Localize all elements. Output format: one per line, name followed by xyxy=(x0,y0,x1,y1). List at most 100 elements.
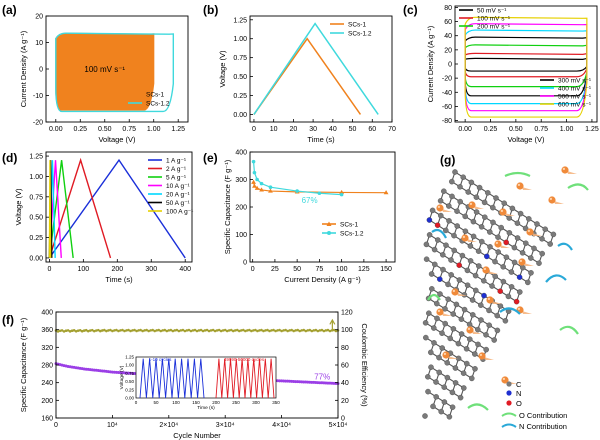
data-point-efficiency xyxy=(296,328,300,332)
annotation-retention-f: 77% xyxy=(314,373,330,382)
lattice-atom xyxy=(428,364,434,370)
lattice-atom xyxy=(513,298,520,305)
y-tick-label-f-right: 20 xyxy=(341,398,349,405)
inset-label-first: 1-10 cycles xyxy=(149,357,173,362)
x-tick-label-d: 400 xyxy=(179,266,191,273)
y-tick-label-c: -40 xyxy=(442,90,452,97)
data-point-efficiency xyxy=(121,328,124,332)
lattice-atom xyxy=(539,236,545,242)
x-tick-label-a: 1.25 xyxy=(171,126,185,133)
data-point-efficiency xyxy=(175,328,179,332)
inset-x-tick-label: 0 xyxy=(135,400,138,405)
x-tick-label-b: 40 xyxy=(329,126,337,133)
ion-sphere xyxy=(482,266,490,274)
lattice-atom xyxy=(426,310,432,316)
y-tick-label-b: 1.00 xyxy=(233,36,247,43)
data-point-efficiency xyxy=(252,329,255,332)
data-point-efficiency xyxy=(133,328,136,332)
lattice-atom xyxy=(446,203,452,209)
ion-sphere xyxy=(548,196,556,204)
lattice-atom xyxy=(478,224,485,230)
lattice-atom xyxy=(438,212,444,219)
ion-tail xyxy=(532,233,542,236)
x-tick-label-a: 0.75 xyxy=(122,126,136,133)
lattice-atom xyxy=(501,200,507,206)
lattice-atom xyxy=(497,303,504,309)
legend-label-d-5: 20 A g⁻¹ xyxy=(166,192,191,199)
lattice-atom xyxy=(494,312,500,319)
data-point-efficiency xyxy=(256,329,259,333)
inset-series-2 xyxy=(215,358,275,399)
data-point-efficiency xyxy=(203,329,207,332)
legend-label-n-contribution: N Contribution xyxy=(519,422,567,431)
y-tick-label-c: -20 xyxy=(442,76,452,83)
data-point-efficiency xyxy=(213,329,217,333)
lattice-atom xyxy=(469,375,475,382)
data-point-scs-1.2 xyxy=(252,170,257,175)
ion-highlight xyxy=(487,297,491,301)
y-tick-label-e: 0 xyxy=(243,260,247,267)
data-point-efficiency xyxy=(163,328,167,332)
legend-label-c-7: 600 mV s⁻¹ xyxy=(558,102,592,109)
lattice-atom xyxy=(455,355,462,362)
data-point-efficiency xyxy=(105,329,108,333)
data-point-efficiency xyxy=(334,329,338,333)
lattice-atom xyxy=(432,261,438,268)
inset-x-tick-label: 200 xyxy=(212,400,220,405)
x-tick-label-f: 2×10⁴ xyxy=(159,422,178,429)
data-point-scs-1 xyxy=(339,189,345,195)
plot-frame-e xyxy=(249,151,396,263)
lattice-atom xyxy=(448,272,454,278)
lattice-atom xyxy=(430,403,436,410)
data-point-efficiency xyxy=(149,329,152,332)
ion-tail xyxy=(524,263,534,266)
ion-highlight xyxy=(467,327,471,331)
data-point-efficiency xyxy=(147,329,150,333)
data-point-efficiency xyxy=(88,329,92,332)
legend-atom-n xyxy=(506,390,512,396)
data-point-efficiency xyxy=(80,329,84,333)
x-tick-label-b: 60 xyxy=(368,126,376,133)
y-tick-label-c: 0 xyxy=(448,62,452,69)
y-tick-label-d: 1.25 xyxy=(29,154,43,161)
lattice-atom xyxy=(508,284,515,290)
data-point-efficiency xyxy=(183,329,187,333)
data-point-efficiency xyxy=(72,329,76,332)
lattice-atom xyxy=(509,205,516,212)
x-tick-label-e: 50 xyxy=(293,266,301,273)
y-tick-label-f-right: 100 xyxy=(341,327,353,334)
ion-highlight xyxy=(483,267,487,271)
lattice-atom xyxy=(470,312,476,318)
lattice-atom xyxy=(442,320,448,327)
ion-tail xyxy=(472,331,482,334)
x-axis-label-c: Voltage (V) xyxy=(507,135,545,144)
y-tick-label-a: -10 xyxy=(33,93,43,100)
data-point-efficiency xyxy=(227,329,231,332)
lattice-atom xyxy=(483,346,489,353)
ion-tail xyxy=(474,206,484,209)
x-tick-label-f: 0 xyxy=(54,422,58,429)
lattice-atom xyxy=(486,307,492,314)
legend-label-b-scs-1.2: SCs-1.2 xyxy=(348,31,372,38)
y-tick-label-a: 20 xyxy=(35,14,43,21)
panel-label-d: (d) xyxy=(2,151,17,165)
lattice-atom xyxy=(462,228,469,234)
data-point-efficiency xyxy=(66,329,70,332)
lattice-atom xyxy=(483,332,489,338)
lattice-atom xyxy=(438,408,444,415)
lattice-atom xyxy=(534,221,540,227)
data-point-efficiency xyxy=(70,329,74,332)
x-tick-label-d: 300 xyxy=(145,266,157,273)
lattice-atom xyxy=(519,250,526,256)
data-point-efficiency xyxy=(141,329,144,333)
annotation-scan-rate: 100 mV s⁻¹ xyxy=(84,65,125,74)
lattice-atom xyxy=(472,366,478,372)
panel-label-a: (a) xyxy=(2,3,17,17)
data-point-efficiency xyxy=(109,328,112,332)
data-point-efficiency xyxy=(135,329,138,333)
data-point-efficiency xyxy=(270,329,273,332)
contribution-arrow xyxy=(559,325,579,335)
ion-sphere xyxy=(516,182,524,190)
ion-tail xyxy=(554,201,564,204)
lattice-atom xyxy=(449,178,455,185)
